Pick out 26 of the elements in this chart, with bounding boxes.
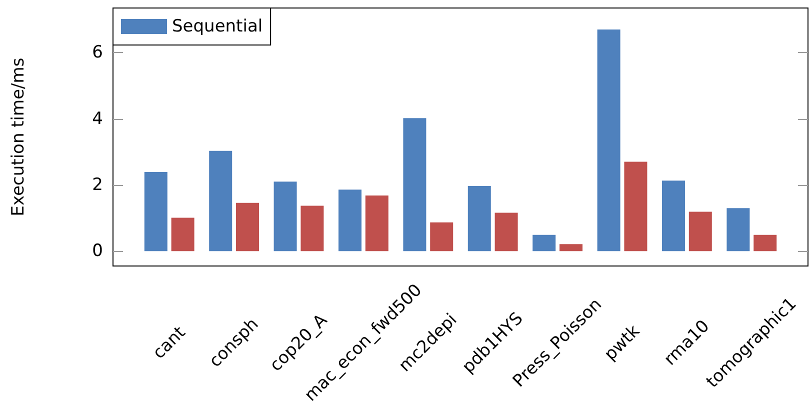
bar: [494, 212, 518, 252]
bar: [597, 30, 620, 252]
bar: [430, 222, 454, 252]
bar: [338, 190, 362, 252]
y-tick-label: 0: [92, 241, 103, 262]
bar: [365, 196, 388, 252]
y-tick-label: 2: [92, 174, 103, 195]
bar: [624, 162, 648, 252]
bar: [468, 186, 491, 252]
legend-label: Sequential: [172, 16, 263, 36]
bar: [144, 172, 168, 252]
y-tick-label: 4: [92, 108, 103, 129]
bar: [236, 202, 260, 252]
bar: [274, 182, 297, 252]
bar: [532, 234, 556, 252]
bar: [171, 218, 194, 252]
bar: [560, 244, 583, 252]
bar: [688, 212, 712, 252]
bar: [403, 118, 426, 252]
bar: [209, 150, 232, 252]
y-tick-label: 6: [92, 42, 103, 63]
bar: [754, 234, 777, 252]
bar: [726, 208, 750, 252]
bar: [300, 206, 324, 252]
bar: [662, 180, 685, 252]
y-axis-title: Execution time/ms: [8, 58, 28, 216]
